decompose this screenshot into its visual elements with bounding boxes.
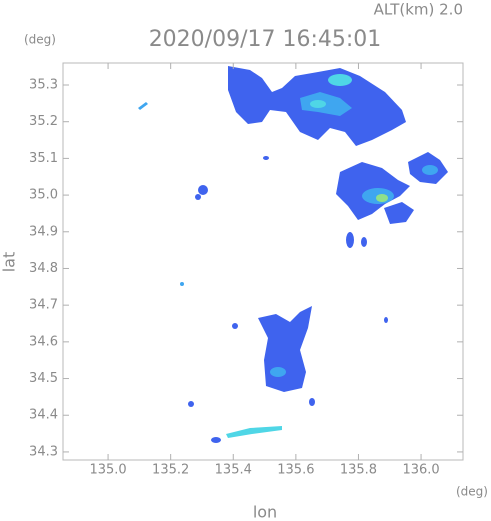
y-tick-label: 34.4: [29, 408, 58, 423]
echo: [198, 185, 208, 195]
echo: [384, 317, 388, 323]
echo: [384, 202, 414, 224]
echo: [232, 323, 238, 329]
echo: [180, 282, 184, 286]
y-unit: (deg): [24, 33, 56, 47]
y-tick-label: 34.5: [29, 371, 58, 386]
echo: [258, 306, 312, 392]
x-unit: (deg): [456, 485, 488, 499]
echo: [361, 237, 367, 247]
echo: [376, 194, 388, 202]
echo: [211, 437, 221, 443]
echo: [188, 401, 194, 407]
y-tick-label: 35.1: [29, 151, 58, 166]
y-tick-label: 34.6: [29, 334, 58, 349]
x-tick-label: 135.0: [89, 463, 126, 478]
y-tick-label: 34.8: [29, 261, 58, 276]
y-axis-title: lat: [0, 252, 19, 273]
x-tick-label: 135.6: [277, 463, 314, 478]
x-tick-label: 135.2: [152, 463, 189, 478]
x-tick-label: 135.8: [340, 463, 377, 478]
x-axis-title: lon: [253, 503, 277, 521]
y-tick-label: 35.3: [29, 78, 58, 93]
echo: [138, 102, 148, 110]
echo: [270, 367, 286, 377]
echo: [310, 100, 326, 108]
echo: [309, 398, 315, 406]
y-tick-label: 34.7: [29, 298, 58, 313]
x-tick-label: 135.4: [215, 463, 252, 478]
radar-echoes: [138, 66, 448, 443]
y-tick-label: 35.2: [29, 114, 58, 129]
x-tick-label: 136.0: [402, 463, 439, 478]
altitude-label: ALT(km) 2.0: [374, 1, 463, 19]
echo: [328, 74, 352, 86]
y-tick-label: 34.3: [29, 444, 58, 459]
echo: [226, 426, 282, 438]
y-tick-label: 35.0: [29, 188, 58, 203]
y-tick-label: 34.9: [29, 224, 58, 239]
chart-title: 2020/09/17 16:45:01: [149, 27, 382, 52]
echo: [422, 165, 438, 175]
plot-frame: [62, 62, 464, 461]
echo: [263, 156, 269, 160]
echo: [195, 194, 201, 200]
echo: [346, 232, 354, 248]
